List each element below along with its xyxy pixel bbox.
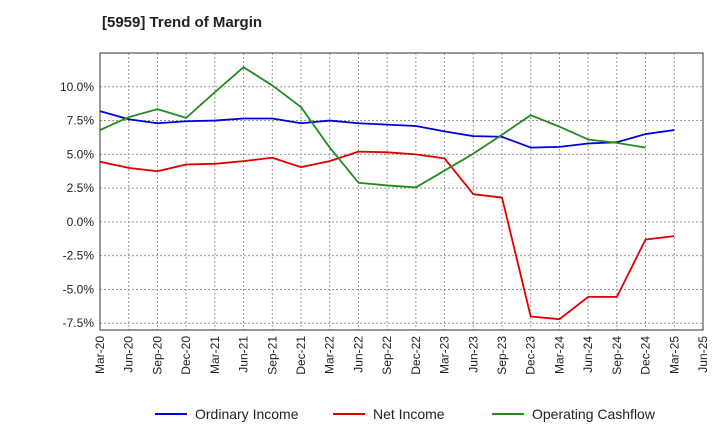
x-tick-label: Mar-22 [323, 336, 337, 374]
x-tick-label: Dec-20 [179, 336, 193, 375]
series-line-net-income [99, 150, 675, 321]
y-tick-label: 0.0% [67, 215, 95, 229]
x-tick-label: Sep-22 [380, 336, 394, 375]
x-tick-label: Mar-25 [667, 336, 681, 374]
x-tick-label: Jun-22 [351, 336, 365, 373]
x-tick-label: Sep-23 [495, 336, 509, 375]
y-tick-label: 10.0% [60, 80, 94, 94]
x-tick-label: Dec-21 [294, 336, 308, 375]
x-tick-label: Mar-21 [208, 336, 222, 374]
x-tick-label: Jun-20 [122, 336, 136, 373]
x-tick-label: Jun-21 [237, 336, 251, 373]
x-tick-label: Jun-24 [581, 336, 595, 373]
y-tick-label: -7.5% [63, 316, 95, 330]
x-tick-label: Mar-20 [93, 336, 107, 374]
x-tick-label: Mar-24 [552, 336, 566, 374]
legend-label-net-income: Net Income [373, 406, 445, 422]
y-axis-ticks: 10.0% 7.5% 5.0% 2.5% 0.0% -2.5% -5.0% -7.5% [60, 80, 94, 330]
x-tick-label: Jun-25 [696, 336, 710, 373]
y-tick-label: 7.5% [67, 114, 95, 128]
x-tick-label: Jun-23 [466, 336, 480, 373]
y-tick-label: -5.0% [63, 282, 95, 296]
series-line-operating-cashflow [99, 66, 646, 189]
legend-label-operating-cashflow: Operating Cashflow [532, 406, 656, 422]
series-line-ordinary-income [99, 110, 675, 149]
y-tick-label: -2.5% [63, 249, 95, 263]
x-tick-label: Mar-23 [438, 336, 452, 374]
series-lines [99, 66, 675, 321]
x-tick-label: Dec-23 [524, 336, 538, 375]
x-axis-ticks: Mar-20 Jun-20 Sep-20 Dec-20 Mar-21 Jun-21 Sep-… [93, 336, 710, 375]
legend: Ordinary Income Net Income Operating Cashf… [155, 406, 656, 422]
x-tick-label: Sep-20 [150, 336, 164, 375]
x-tick-label: Sep-21 [265, 336, 279, 375]
x-tick-label: Dec-24 [639, 336, 653, 375]
x-tick-label: Dec-22 [409, 336, 423, 375]
y-tick-label: 5.0% [67, 147, 95, 161]
chart-title: [5959] Trend of Margin [102, 14, 263, 31]
y-tick-label: 2.5% [67, 181, 95, 195]
gridlines [100, 53, 703, 330]
legend-label-ordinary-income: Ordinary Income [195, 406, 299, 422]
x-tick-label: Sep-24 [610, 336, 624, 375]
plot-frame [99, 52, 704, 331]
